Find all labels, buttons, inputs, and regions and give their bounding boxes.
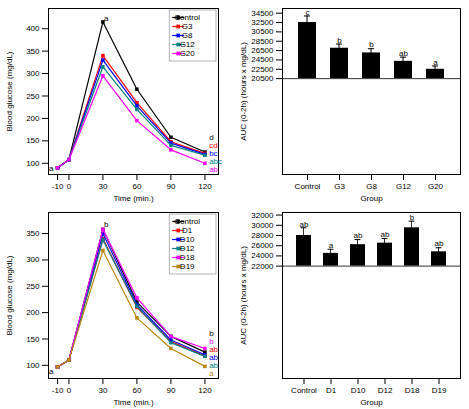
svg-text:ab: ab: [209, 165, 218, 174]
svg-text:-10: -10: [52, 182, 64, 191]
svg-text:b: b: [209, 329, 214, 339]
svg-text:a: a: [104, 14, 109, 23]
svg-text:34500: 34500: [251, 9, 274, 18]
svg-text:abc: abc: [209, 157, 223, 167]
svg-text:ab: ab: [381, 230, 390, 239]
svg-text:c: c: [306, 8, 310, 17]
svg-text:250: 250: [26, 282, 40, 291]
svg-text:b: b: [410, 213, 415, 222]
svg-text:120: 120: [198, 386, 212, 395]
svg-text:D10: D10: [351, 386, 366, 395]
svg-text:Time (min.): Time (min.): [113, 194, 153, 203]
svg-text:Control: Control: [295, 182, 321, 191]
svg-text:a: a: [49, 367, 54, 376]
svg-text:ab: ab: [354, 231, 363, 240]
svg-text:G8: G8: [366, 182, 377, 191]
svg-text:Control: Control: [174, 217, 200, 226]
svg-text:300: 300: [26, 69, 40, 78]
svg-text:a: a: [433, 58, 438, 67]
svg-text:120: 120: [198, 182, 212, 191]
svg-text:ab: ab: [435, 239, 444, 248]
svg-text:b: b: [337, 36, 342, 45]
svg-text:-10: -10: [52, 386, 64, 395]
svg-text:32500: 32500: [251, 18, 274, 27]
svg-text:0: 0: [67, 182, 72, 191]
svg-text:ab: ab: [300, 220, 309, 229]
svg-text:Control: Control: [174, 13, 200, 22]
svg-text:26500: 26500: [251, 46, 274, 55]
svg-text:bc: bc: [209, 149, 218, 159]
svg-text:250: 250: [26, 92, 40, 101]
svg-text:G8: G8: [182, 31, 193, 40]
svg-text:ab: ab: [209, 353, 219, 363]
svg-text:d: d: [209, 133, 214, 143]
svg-text:24500: 24500: [251, 55, 274, 64]
svg-text:G12: G12: [180, 40, 196, 49]
svg-text:90: 90: [166, 386, 175, 395]
svg-text:24000: 24000: [251, 251, 274, 260]
svg-text:30: 30: [98, 386, 107, 395]
svg-text:26000: 26000: [251, 241, 274, 250]
svg-text:G20: G20: [180, 49, 196, 58]
svg-text:D19: D19: [180, 262, 195, 271]
svg-text:Blood glucose (mg/dL): Blood glucose (mg/dL): [5, 51, 14, 131]
svg-text:22000: 22000: [251, 262, 274, 271]
svg-text:150: 150: [26, 136, 40, 145]
svg-text:30000: 30000: [251, 221, 274, 230]
svg-text:D12: D12: [378, 386, 393, 395]
svg-text:22500: 22500: [251, 65, 274, 74]
svg-text:Control: Control: [291, 386, 317, 395]
svg-text:0: 0: [67, 386, 72, 395]
svg-text:cd: cd: [209, 141, 218, 151]
svg-text:90: 90: [166, 182, 175, 191]
svg-text:b: b: [209, 337, 214, 347]
svg-text:ab: ab: [399, 49, 408, 58]
svg-text:D12: D12: [180, 244, 195, 253]
svg-text:Blood glucose (mg/dL): Blood glucose (mg/dL): [5, 255, 14, 335]
svg-text:20500: 20500: [251, 74, 274, 83]
svg-text:350: 350: [26, 47, 40, 56]
svg-text:Group: Group: [360, 398, 383, 407]
svg-text:ab: ab: [209, 361, 219, 371]
svg-text:AUC (0-2h) (hours x mg/dL): AUC (0-2h) (hours x mg/dL): [239, 42, 248, 141]
svg-text:200: 200: [26, 114, 40, 123]
svg-text:400: 400: [26, 24, 40, 33]
svg-text:a: a: [329, 241, 334, 250]
svg-text:D1: D1: [182, 226, 193, 235]
svg-text:32000: 32000: [251, 211, 274, 220]
svg-text:a: a: [209, 369, 214, 378]
svg-text:G3: G3: [182, 22, 193, 31]
svg-text:G3: G3: [334, 182, 345, 191]
svg-text:Time (min.): Time (min.): [113, 398, 153, 407]
svg-text:G12: G12: [396, 182, 412, 191]
svg-text:D1: D1: [326, 386, 337, 395]
svg-text:300: 300: [26, 255, 40, 264]
svg-text:100: 100: [26, 361, 40, 370]
svg-text:a: a: [49, 164, 54, 173]
svg-text:200: 200: [26, 308, 40, 317]
svg-text:60: 60: [132, 386, 141, 395]
svg-text:100: 100: [26, 159, 40, 168]
svg-text:150: 150: [26, 335, 40, 344]
svg-text:b: b: [104, 220, 109, 229]
svg-text:D19: D19: [432, 386, 447, 395]
svg-text:28000: 28000: [251, 231, 274, 240]
svg-text:28500: 28500: [251, 37, 274, 46]
svg-text:AUC (0-2h) (hours x mg/dL): AUC (0-2h) (hours x mg/dL): [239, 246, 248, 345]
svg-text:ab: ab: [209, 345, 219, 355]
svg-text:D18: D18: [180, 253, 195, 262]
svg-text:60: 60: [132, 182, 141, 191]
svg-text:G20: G20: [428, 182, 444, 191]
svg-text:350: 350: [26, 229, 40, 238]
svg-text:b: b: [369, 40, 374, 49]
svg-text:30: 30: [98, 182, 107, 191]
svg-text:D10: D10: [180, 235, 195, 244]
svg-text:30500: 30500: [251, 27, 274, 36]
svg-text:Group: Group: [360, 194, 383, 203]
svg-text:D18: D18: [405, 386, 420, 395]
